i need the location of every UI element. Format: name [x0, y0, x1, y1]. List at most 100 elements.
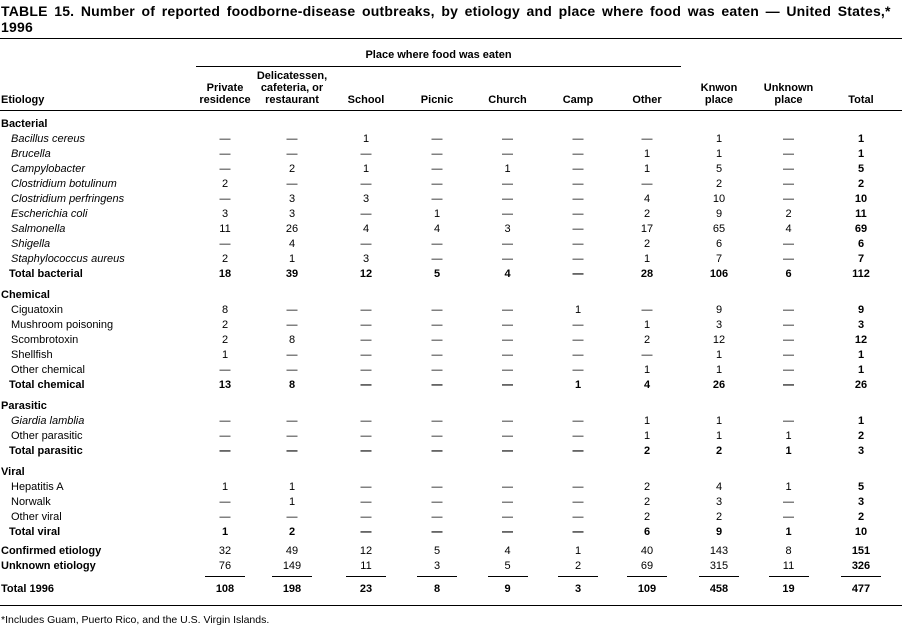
- cell: —: [572, 430, 584, 442]
- table-row-bacillus-cereus: Bacillus cereus — — 1 — — — — 1 — 1: [0, 132, 902, 147]
- cell: —: [431, 379, 443, 391]
- table-row-salmonella: Salmonella 11 26 4 4 3 — 17 65 4 69: [0, 222, 902, 237]
- cell: 4: [433, 223, 441, 235]
- cell: —: [286, 415, 298, 427]
- column-header-delicatessen-cafeteria-or-restaurant: Delicatessen, cafeteria, or restaurant: [254, 66, 330, 111]
- cell: —: [360, 511, 372, 523]
- cell: —: [502, 319, 513, 331]
- cell: 9: [715, 304, 723, 316]
- cell: 1: [362, 133, 370, 145]
- cell: 17: [640, 223, 654, 235]
- cell: —: [286, 364, 298, 376]
- cell: —: [783, 511, 794, 523]
- cell: 5: [472, 559, 543, 577]
- cell: —: [360, 481, 372, 493]
- cell: 12: [359, 545, 373, 557]
- cell: 10: [712, 193, 726, 205]
- table-row-mushroom-poisoning: Mushroom poisoning 2 — — — — — 1 3 — 3: [0, 318, 902, 333]
- cell: 4: [643, 379, 651, 391]
- cell: 4: [643, 193, 651, 205]
- cell: 3: [857, 445, 865, 457]
- row-label: Unknown etiology: [1, 560, 96, 572]
- table-row-chemical: Chemical: [0, 282, 902, 303]
- cell-value-underlined: 11: [768, 559, 809, 577]
- cell: 26: [285, 223, 299, 235]
- cell: —: [572, 496, 584, 508]
- cell: —: [431, 238, 443, 250]
- cell: 1: [643, 163, 651, 175]
- table-row-shigella: Shigella — 4 — — — — 2 6 — 6: [0, 237, 902, 252]
- cell: —: [219, 415, 231, 427]
- cell: 5: [433, 268, 441, 280]
- table-row-giardia-lamblia: Giardia lamblia — — — — — — 1 1 — 1: [0, 414, 902, 429]
- column-header-other: Other: [613, 66, 681, 111]
- cell: 9: [715, 208, 723, 220]
- cell: 1: [288, 481, 296, 493]
- cell: 39: [285, 268, 299, 280]
- cell: 3: [504, 223, 511, 235]
- cell: 65: [712, 223, 726, 235]
- cell: —: [286, 319, 298, 331]
- row-label: Mushroom poisoning: [11, 319, 114, 331]
- cell: 49: [285, 545, 299, 557]
- cell: —: [502, 193, 513, 205]
- cell: —: [641, 178, 653, 190]
- cell: 112: [852, 268, 870, 280]
- cell: 326: [820, 559, 902, 577]
- column-header-school: School: [330, 66, 402, 111]
- cell: 1: [643, 415, 651, 427]
- cell: —: [219, 193, 231, 205]
- cell: 4: [504, 268, 511, 280]
- cell: —: [431, 334, 443, 346]
- cell: —: [572, 268, 584, 280]
- cell: 3: [857, 496, 865, 508]
- cell-value-underlined: 2: [558, 559, 598, 577]
- table-row-other-chemical: Other chemical — — — — — — 1 1 — 1: [0, 363, 902, 378]
- cell: —: [431, 133, 443, 145]
- section-label: Chemical: [1, 289, 50, 301]
- cell: —: [502, 349, 513, 361]
- row-label: Campylobacter: [11, 163, 85, 175]
- cell: 28: [640, 268, 654, 280]
- cell: —: [572, 364, 584, 376]
- row-label: Bacillus cereus: [11, 133, 85, 145]
- cell: —: [431, 193, 443, 205]
- cell: 5: [857, 163, 865, 175]
- cell: —: [783, 253, 794, 265]
- cell: 4: [715, 481, 723, 493]
- table-row-campylobacter: Campylobacter — 2 1 — 1 — 1 5 — 5: [0, 162, 902, 177]
- row-label: Other parasitic: [11, 430, 83, 442]
- cell: 2: [785, 208, 792, 220]
- cell: —: [572, 511, 584, 523]
- cell: 2: [221, 319, 229, 331]
- cell: 2: [715, 178, 723, 190]
- cell: —: [783, 379, 794, 391]
- cell: 11: [219, 223, 231, 235]
- cell: 1: [857, 148, 865, 160]
- column-header-etiology: Etiology: [0, 66, 196, 111]
- row-label: Shellfish: [11, 349, 53, 361]
- cell: —: [286, 148, 298, 160]
- cell: —: [572, 178, 584, 190]
- cell: —: [783, 415, 794, 427]
- cell: 1: [715, 148, 723, 160]
- cell: —: [431, 430, 443, 442]
- cell: —: [502, 133, 513, 145]
- cell: —: [502, 430, 513, 442]
- cell: 12: [359, 268, 373, 280]
- table-row-hepatitis-a: Hepatitis A 1 1 — — — — 2 4 1 5: [0, 480, 902, 495]
- column-header-church: Church: [472, 66, 543, 111]
- cell: 1: [857, 364, 865, 376]
- cell: —: [783, 163, 794, 175]
- cell: 12: [854, 334, 868, 346]
- cell: —: [572, 148, 584, 160]
- cell: —: [360, 349, 372, 361]
- cell: —: [431, 148, 443, 160]
- cell: —: [286, 445, 298, 457]
- cell: —: [219, 511, 231, 523]
- cell: 8: [288, 379, 296, 391]
- cell: —: [219, 364, 231, 376]
- cell: —: [360, 208, 372, 220]
- cell: 2: [857, 511, 865, 523]
- cell: —: [783, 304, 794, 316]
